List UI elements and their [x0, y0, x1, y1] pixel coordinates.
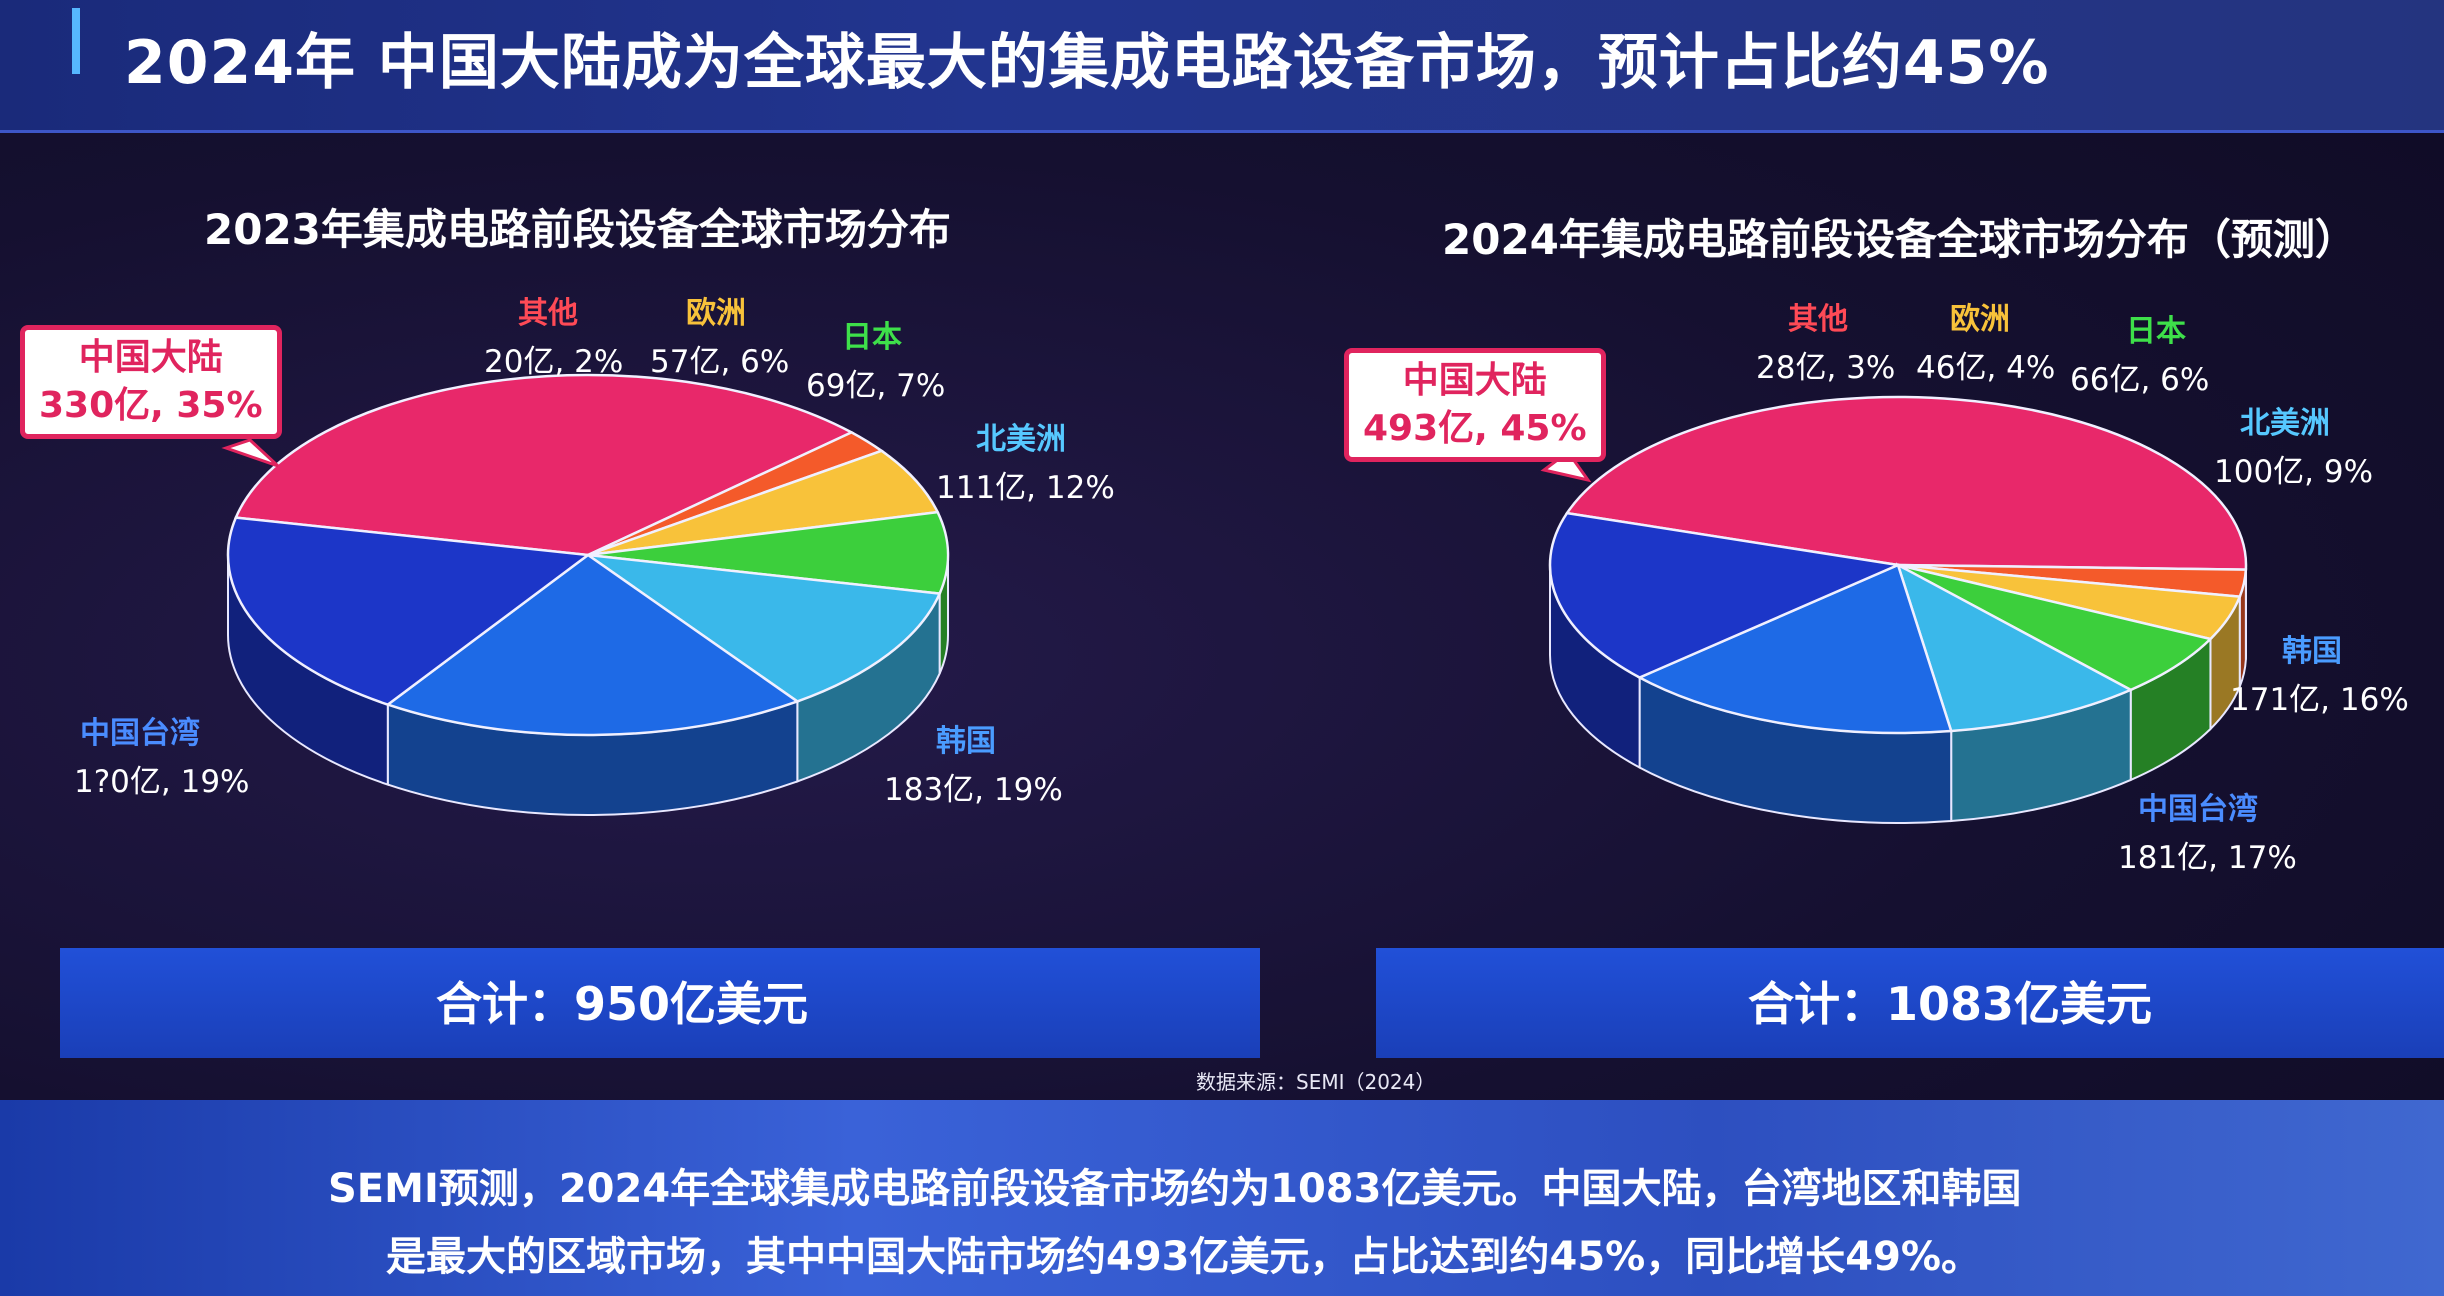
label-2024-taiwan-name: 中国台湾 [2138, 792, 2258, 827]
summary-line-2: 是最大的区域市场，其中中国大陆市场约493亿美元，占比达到约45%，同比增长49… [386, 1234, 1981, 1280]
label-2024-japan-name: 日本 [2126, 314, 2186, 349]
pie-2024-slice-3 [1897, 563, 2213, 692]
label-2024-taiwan-value: 181亿, 17% [2118, 840, 2297, 876]
pie-2023-slice-6 [226, 516, 592, 706]
chart-title-2023: 2023年集成电路前段设备全球市场分布 [204, 205, 951, 254]
total-band-2024 [1376, 948, 2444, 1058]
total-2023: 合计：950亿美元 [436, 977, 809, 1031]
label-2024-japan: 日本 66亿, 6% [2070, 306, 2209, 399]
label-2023-taiwan-name: 中国台湾 [80, 716, 200, 751]
title-bar: 2024年 中国大陆成为全球最大的集成电路设备市场，预计占比约45% [0, 0, 2444, 133]
label-2023-europe-value: 57亿, 6% [650, 344, 790, 380]
total-2024: 合计：1083亿美元 [1748, 977, 2153, 1031]
summary-band [0, 1100, 2444, 1296]
label-2024-other-value: 28亿, 3% [1756, 350, 1896, 386]
label-2023-europe-name: 欧洲 [686, 296, 746, 331]
callout-2024-china-name: 中国大陆 [1402, 360, 1547, 401]
pie-2023-slice-4 [587, 553, 942, 703]
label-2023-japan: 日本 69亿, 7% [806, 312, 945, 405]
pie-2023-slice-5 [385, 553, 801, 737]
label-2024-korea-value: 171亿, 16% [2230, 682, 2409, 718]
callout-2023-china-value: 330亿, 35% [39, 385, 263, 426]
label-2024-europe: 欧洲 46亿, 4% [1916, 294, 2055, 387]
callout-2023-china: 中国大陆 330亿, 35% [20, 325, 282, 439]
label-2024-europe-value: 46亿, 4% [1916, 350, 2056, 386]
label-2023-europe: 欧洲 57亿, 6% [650, 288, 789, 381]
label-2023-north-america-value: 111亿, 12% [936, 470, 1115, 506]
label-2023-other: 其他 20亿, 2% [484, 288, 623, 381]
callout-2023-china-name: 中国大陆 [78, 337, 223, 378]
label-2023-other-value: 20亿, 2% [484, 344, 624, 380]
total-band-2023 [60, 948, 1260, 1058]
label-2024-korea-name: 韩国 [2282, 634, 2342, 669]
pie-2023-slice-3 [587, 510, 950, 595]
label-2024-taiwan: 中国台湾 181亿, 17% [2118, 784, 2297, 877]
chart-title-2024: 2024年集成电路前段设备全球市场分布（预测） [1442, 215, 2357, 264]
label-2023-japan-name: 日本 [842, 320, 902, 355]
pie-2024-slice-6 [1548, 511, 1903, 679]
label-2023-korea-value: 183亿, 19% [884, 772, 1063, 808]
pie-2024-slice-5 [1636, 563, 1953, 735]
callout-2024-china: 中国大陆 493亿, 45% [1344, 348, 1606, 462]
label-2023-north-america-name: 北美洲 [976, 422, 1066, 457]
data-source: 数据来源：SEMI（2024） [1196, 1070, 1436, 1094]
label-2024-korea: 韩国 171亿, 16% [2230, 626, 2409, 719]
pie-2023 [226, 373, 950, 816]
label-2024-other-name: 其他 [1788, 302, 1848, 337]
label-2024-north-america: 北美洲 100亿, 9% [2214, 398, 2373, 491]
summary-line-1: SEMI预测，2024年全球集成电路前段设备市场约为1083亿美元。中国大陆，台… [328, 1166, 2022, 1212]
label-2024-other: 其他 28亿, 3% [1756, 294, 1895, 387]
pie-charts-svg [221, 373, 2248, 824]
label-2023-korea: 韩国 183亿, 19% [884, 716, 1063, 809]
label-2024-japan-value: 66亿, 6% [2070, 362, 2210, 398]
pie-2024 [1548, 395, 2248, 824]
callout-2023-pointer [221, 438, 280, 468]
label-2023-other-name: 其他 [518, 296, 578, 331]
pie-2024-slice-4 [1895, 562, 2134, 733]
label-2024-north-america-value: 100亿, 9% [2214, 454, 2374, 490]
label-2023-taiwan-value: 1?0亿, 19% [74, 764, 250, 800]
pie-2024-slice-0 [1564, 395, 2248, 571]
label-2023-korea-name: 韩国 [936, 724, 996, 759]
label-2023-north-america: 北美洲 111亿, 12% [936, 414, 1115, 507]
label-2023-japan-value: 69亿, 7% [806, 368, 946, 404]
title-accent-bar [72, 8, 80, 74]
page-title: 2024年 中国大陆成为全球最大的集成电路设备市场，预计占比约45% [124, 28, 2050, 98]
label-2023-taiwan: 中国台湾 1?0亿, 19% [74, 708, 250, 801]
label-2024-north-america-name: 北美洲 [2240, 406, 2330, 441]
label-2024-europe-name: 欧洲 [1950, 302, 2010, 337]
pie-2023-slice-2 [587, 449, 940, 557]
callout-2024-china-value: 493亿, 45% [1363, 408, 1587, 449]
